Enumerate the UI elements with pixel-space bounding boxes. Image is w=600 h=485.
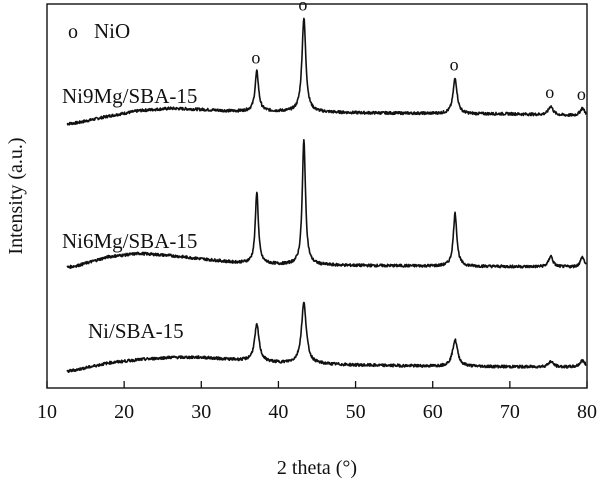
nio-marker-4: o (577, 84, 586, 104)
x-tick-label-10: 10 (37, 401, 57, 423)
diffraction-traces (66, 17, 587, 373)
series-label-1: Ni6Mg/SBA-15 (62, 229, 197, 253)
y-axis-label: Intensity (a.u.) (5, 137, 27, 254)
plot-frame (46, 3, 588, 389)
nio-peak-markers: o o o o o (251, 0, 586, 104)
series-label-0: Ni9Mg/SBA-15 (62, 84, 197, 108)
series-labels: Ni9Mg/SBA-15 Ni6Mg/SBA-15 Ni/SBA-15 (62, 84, 197, 343)
x-axis-ticks: 10 20 30 40 50 60 70 80 (37, 381, 597, 423)
nio-marker-3: o (545, 82, 554, 102)
x-tick-label-70: 70 (500, 401, 520, 423)
nio-marker-1: o (298, 0, 307, 14)
series-label-2: Ni/SBA-15 (88, 319, 184, 343)
trace-ni-sba-15 (66, 301, 587, 373)
x-tick-label-40: 40 (268, 401, 288, 423)
x-tick-label-50: 50 (346, 401, 366, 423)
legend-label: NiO (94, 19, 130, 43)
x-tick-label-60: 60 (423, 401, 443, 423)
x-tick-label-80: 80 (577, 401, 597, 423)
x-tick-label-30: 30 (191, 401, 211, 423)
nio-marker-2: o (450, 54, 459, 74)
legend: o NiO (68, 19, 130, 43)
x-tick-label-20: 20 (114, 401, 134, 423)
legend-marker: o (68, 21, 78, 43)
nio-marker-0: o (251, 47, 260, 67)
trace-ni9mg-sba-15 (66, 17, 587, 126)
x-axis-label: 2 theta (°) (277, 457, 357, 479)
trace-ni6mg-sba-15 (66, 138, 587, 269)
